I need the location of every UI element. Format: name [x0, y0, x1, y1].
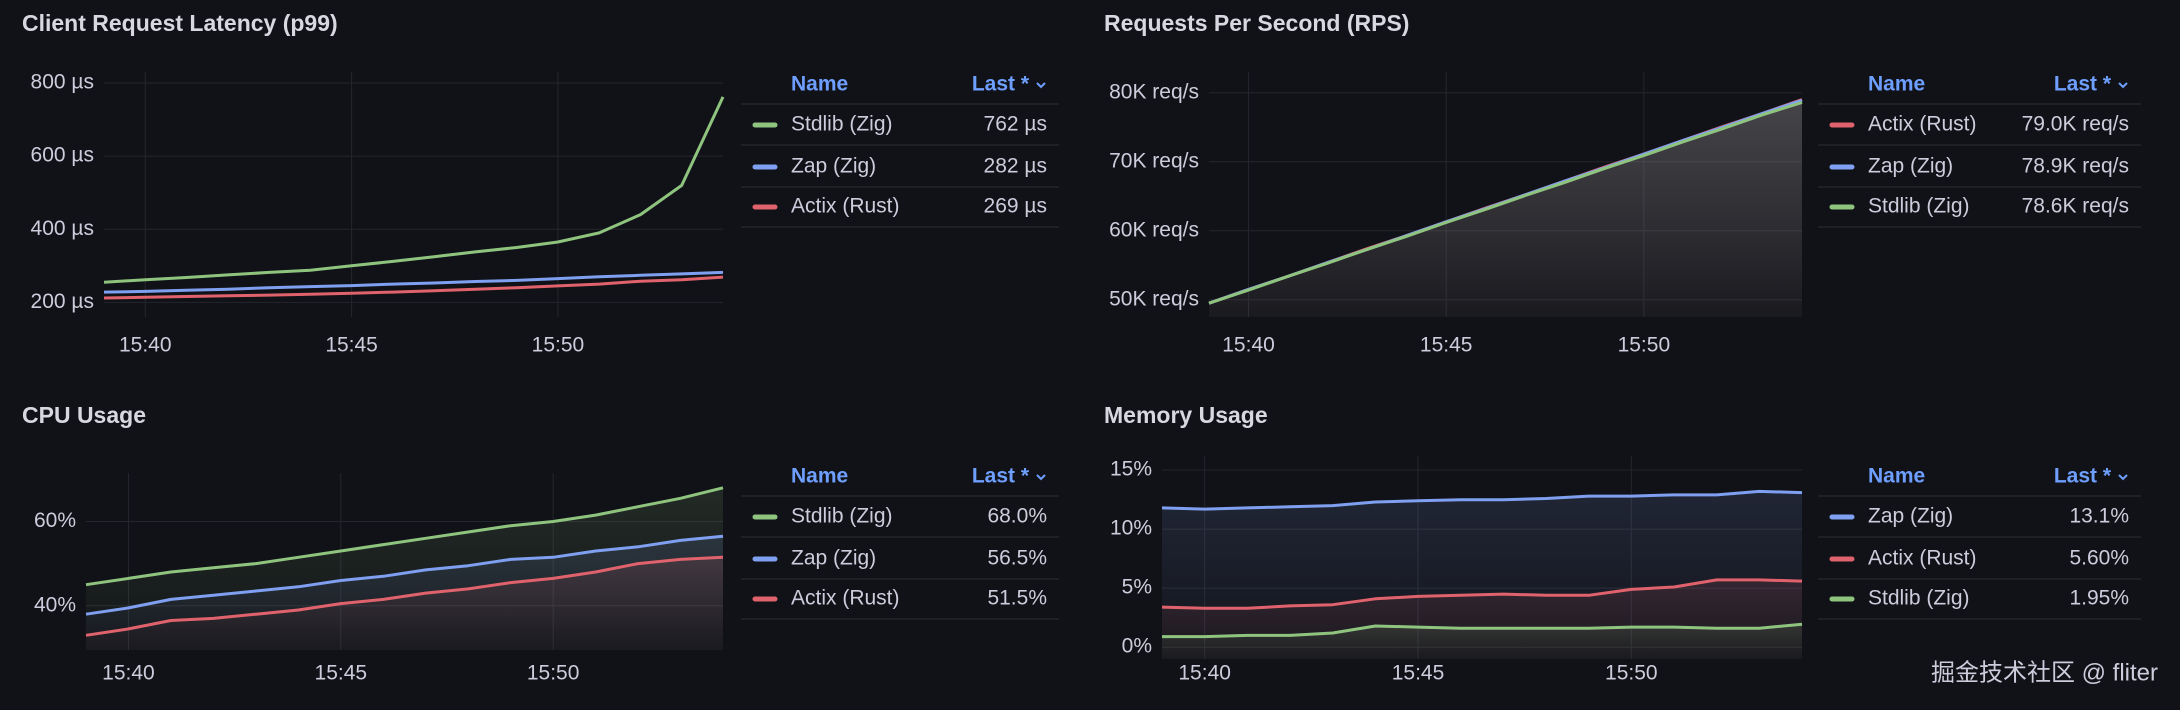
y-tick-label: 5% [1122, 576, 1152, 599]
sort-chevron [1036, 474, 1046, 481]
series-line [103, 270, 724, 294]
x-tick-label: 15:40 [102, 662, 155, 685]
x-tick-label: 15:50 [1605, 662, 1658, 685]
x-tick-label: 15:40 [1178, 662, 1231, 685]
legend-last: 269 µs [984, 195, 1047, 218]
legend-header-name: Name [791, 73, 848, 96]
legend-name: Stdlib (Zig) [791, 113, 893, 136]
y-tick-label: 50K req/s [1109, 287, 1199, 310]
legend-name: Actix (Rust) [1868, 547, 1977, 570]
legend-last: 13.1% [2069, 505, 2129, 528]
legend-header-last: Last * [972, 73, 1030, 96]
y-tick-label: 60K req/s [1109, 218, 1199, 241]
x-tick-label: 15:40 [119, 334, 172, 357]
legend-header-last: Last * [2054, 465, 2112, 488]
x-tick-label: 15:45 [1420, 334, 1473, 357]
legend-name: Actix (Rust) [791, 587, 900, 610]
legend-name: Stdlib (Zig) [791, 505, 893, 528]
y-tick-label: 10% [1110, 517, 1152, 540]
series-line [85, 486, 724, 587]
y-tick-label: 400 µs [31, 217, 94, 240]
legend-last: 78.9K req/s [2022, 155, 2129, 178]
legend-name: Stdlib (Zig) [1868, 587, 1970, 610]
series-line [1161, 578, 1803, 610]
x-tick-label: 15:45 [315, 662, 368, 685]
y-tick-label: 200 µs [31, 290, 94, 313]
chart-title: CPU Usage [22, 402, 146, 428]
legend-name: Zap (Zig) [791, 547, 876, 570]
legend-header-name: Name [1868, 465, 1925, 488]
series-area [1209, 102, 1802, 318]
y-tick-label: 0% [1122, 635, 1152, 658]
legend-last: 56.5% [987, 547, 1047, 570]
series-line [85, 555, 724, 637]
y-tick-label: 60% [34, 509, 76, 532]
legend-header-last: Last * [972, 465, 1030, 488]
legend-name: Actix (Rust) [791, 195, 900, 218]
series-line [103, 96, 725, 284]
x-tick-label: 15:50 [1618, 334, 1671, 357]
series-line [1162, 622, 1803, 639]
y-tick-label: 15% [1110, 458, 1152, 481]
legend-name: Zap (Zig) [1868, 155, 1953, 178]
y-tick-label: 800 µs [31, 71, 94, 94]
legend-last: 79.0K req/s [2022, 113, 2129, 136]
series-line [103, 275, 724, 300]
watermark: 掘金技术社区 @ fliter [1931, 659, 2158, 686]
series-line [1161, 489, 1803, 511]
legend-last: 762 µs [984, 113, 1047, 136]
x-tick-label: 15:50 [527, 662, 580, 685]
legend-header-name: Name [791, 465, 848, 488]
legend-header-last: Last * [2054, 73, 2112, 96]
legend-last: 51.5% [987, 587, 1047, 610]
legend-last: 78.6K req/s [2022, 195, 2129, 218]
y-tick-label: 40% [34, 593, 76, 616]
series-area [86, 557, 723, 650]
series-line [1208, 100, 1803, 305]
legend-last: 68.0% [987, 505, 1047, 528]
sort-chevron [1036, 82, 1046, 89]
legend-header-name: Name [1868, 73, 1925, 96]
chart-title: Memory Usage [1104, 402, 1268, 428]
legend-last: 1.95% [2069, 587, 2129, 610]
x-tick-label: 15:40 [1222, 334, 1275, 357]
legend-name: Zap (Zig) [791, 155, 876, 178]
legend-name: Stdlib (Zig) [1868, 195, 1970, 218]
y-tick-label: 70K req/s [1109, 149, 1199, 172]
y-tick-label: 80K req/s [1109, 80, 1199, 103]
y-tick-label: 600 µs [31, 144, 94, 167]
legend-name: Zap (Zig) [1868, 505, 1953, 528]
chart-title: Client Request Latency (p99) [22, 10, 338, 36]
legend-last: 5.60% [2069, 547, 2129, 570]
series-line [85, 534, 724, 616]
sort-chevron [2118, 82, 2128, 89]
series-area [1162, 624, 1802, 659]
chart-title: Requests Per Second (RPS) [1104, 10, 1409, 36]
sort-chevron [2118, 474, 2128, 481]
legend-name: Actix (Rust) [1868, 113, 1977, 136]
x-tick-label: 15:45 [325, 334, 378, 357]
x-tick-label: 15:50 [532, 334, 585, 357]
legend-last: 282 µs [984, 155, 1047, 178]
x-tick-label: 15:45 [1392, 662, 1445, 685]
